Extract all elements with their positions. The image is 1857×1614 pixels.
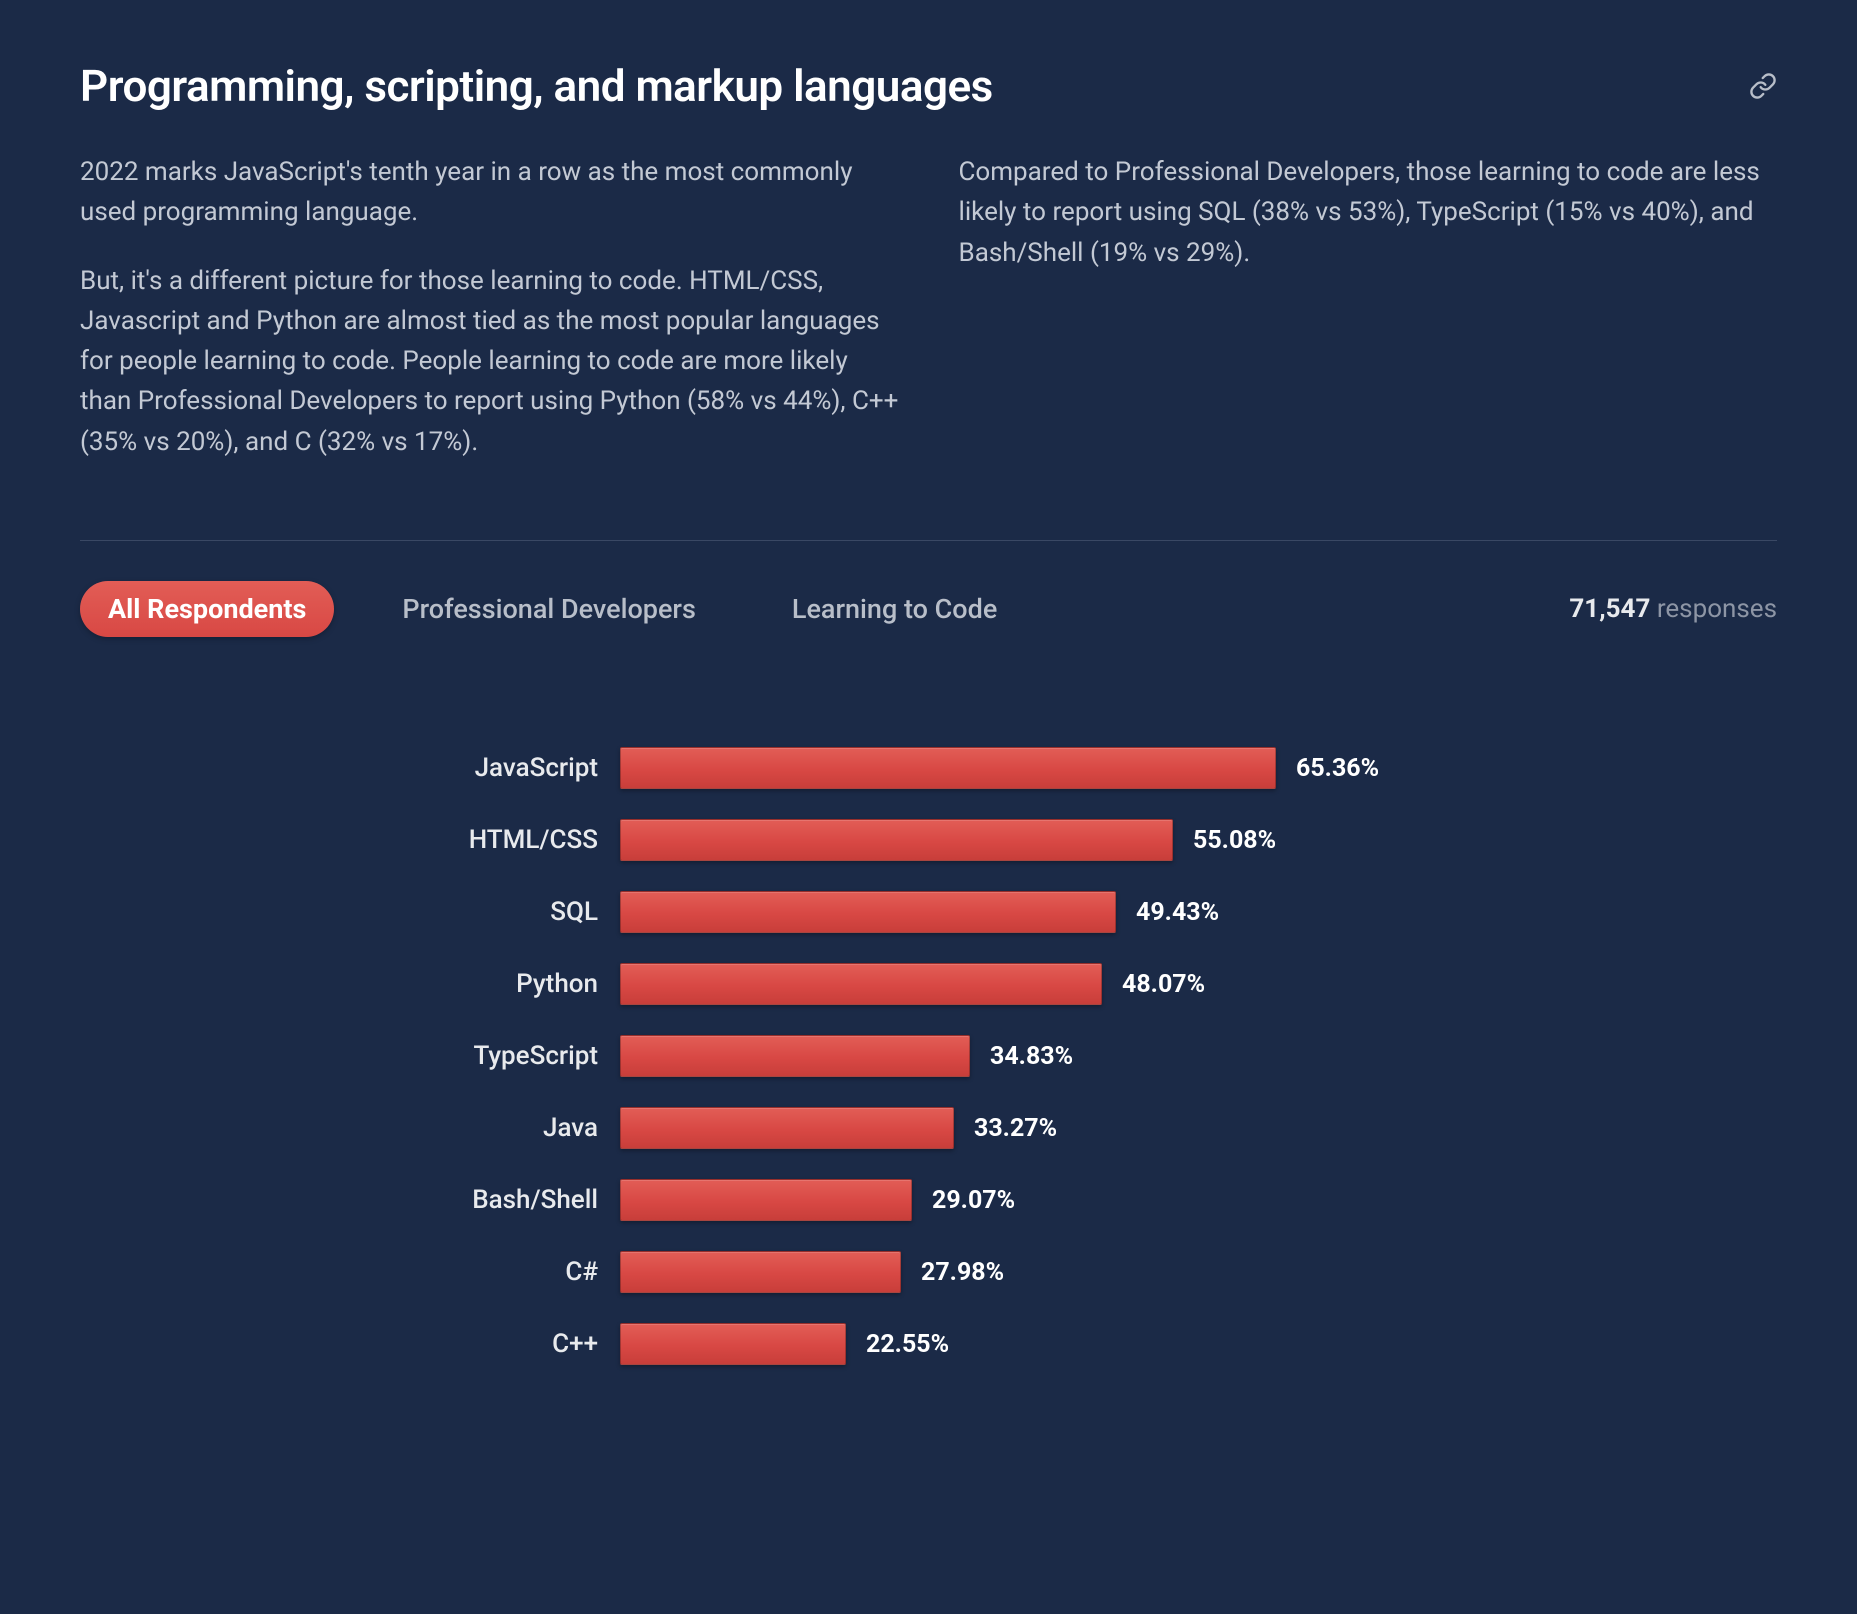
bar-fill[interactable] bbox=[620, 1179, 912, 1221]
bar-row: SQL 49.43% bbox=[80, 891, 1777, 933]
responses-count: 71,547 responses bbox=[1569, 594, 1777, 624]
tab-all-respondents[interactable]: All Respondents bbox=[80, 581, 334, 637]
bar-value: 27.98% bbox=[901, 1258, 1004, 1287]
bar-track bbox=[620, 1179, 912, 1221]
bar-value: 55.08% bbox=[1173, 826, 1276, 855]
description-right: Compared to Professional Developers, tho… bbox=[959, 152, 1778, 490]
bar-value: 48.07% bbox=[1102, 970, 1205, 999]
bar-track bbox=[620, 1251, 901, 1293]
bar-label: JavaScript bbox=[80, 753, 620, 783]
responses-label: responses bbox=[1657, 594, 1777, 624]
bar-value: 33.27% bbox=[954, 1114, 1057, 1143]
tab-learning-to-code[interactable]: Learning to Code bbox=[764, 581, 1025, 637]
bar-label: TypeScript bbox=[80, 1041, 620, 1071]
bar-row: HTML/CSS 55.08% bbox=[80, 819, 1777, 861]
bar-fill[interactable] bbox=[620, 963, 1102, 1005]
bar-value: 34.83% bbox=[970, 1042, 1073, 1071]
bar-fill[interactable] bbox=[620, 1323, 846, 1365]
bar-value: 29.07% bbox=[912, 1186, 1015, 1215]
bar-value: 65.36% bbox=[1276, 754, 1379, 783]
bar-track bbox=[620, 747, 1276, 789]
bar-value: 22.55% bbox=[846, 1330, 949, 1359]
permalink-icon[interactable] bbox=[1749, 60, 1777, 104]
bar-row: C# 27.98% bbox=[80, 1251, 1777, 1293]
bar-label: HTML/CSS bbox=[80, 825, 620, 855]
bar-track bbox=[620, 1107, 954, 1149]
responses-number: 71,547 bbox=[1569, 594, 1650, 624]
description-paragraph: Compared to Professional Developers, tho… bbox=[959, 152, 1778, 273]
bar-row: Python 48.07% bbox=[80, 963, 1777, 1005]
section-header: Programming, scripting, and markup langu… bbox=[80, 60, 1777, 112]
bar-fill[interactable] bbox=[620, 819, 1173, 861]
bar-label: C# bbox=[80, 1257, 620, 1287]
bar-label: Java bbox=[80, 1113, 620, 1143]
description-columns: 2022 marks JavaScript's tenth year in a … bbox=[80, 152, 1777, 490]
section-divider bbox=[80, 540, 1777, 541]
bar-label: Python bbox=[80, 969, 620, 999]
bar-label: SQL bbox=[80, 897, 620, 927]
bar-track bbox=[620, 1035, 970, 1077]
description-left: 2022 marks JavaScript's tenth year in a … bbox=[80, 152, 899, 490]
description-paragraph: But, it's a different picture for those … bbox=[80, 261, 899, 462]
bar-track bbox=[620, 1323, 846, 1365]
bar-fill[interactable] bbox=[620, 891, 1116, 933]
bar-fill[interactable] bbox=[620, 1035, 970, 1077]
bar-track bbox=[620, 891, 1116, 933]
bar-label: Bash/Shell bbox=[80, 1185, 620, 1215]
bar-row: C++ 22.55% bbox=[80, 1323, 1777, 1365]
bar-label: C++ bbox=[80, 1329, 620, 1359]
bar-fill[interactable] bbox=[620, 747, 1276, 789]
bar-row: Java 33.27% bbox=[80, 1107, 1777, 1149]
languages-bar-chart: JavaScript 65.36% HTML/CSS 55.08% SQL 49.43% P… bbox=[80, 747, 1777, 1365]
tabs-row: All Respondents Professional Developers … bbox=[80, 581, 1777, 637]
bar-fill[interactable] bbox=[620, 1251, 901, 1293]
bar-value: 49.43% bbox=[1116, 898, 1219, 927]
description-paragraph: 2022 marks JavaScript's tenth year in a … bbox=[80, 152, 899, 233]
tab-professional-developers[interactable]: Professional Developers bbox=[374, 581, 723, 637]
bar-row: Bash/Shell 29.07% bbox=[80, 1179, 1777, 1221]
section-title: Programming, scripting, and markup langu… bbox=[80, 60, 993, 112]
bar-track bbox=[620, 963, 1102, 1005]
bar-fill[interactable] bbox=[620, 1107, 954, 1149]
bar-row: JavaScript 65.36% bbox=[80, 747, 1777, 789]
bar-row: TypeScript 34.83% bbox=[80, 1035, 1777, 1077]
bar-track bbox=[620, 819, 1173, 861]
